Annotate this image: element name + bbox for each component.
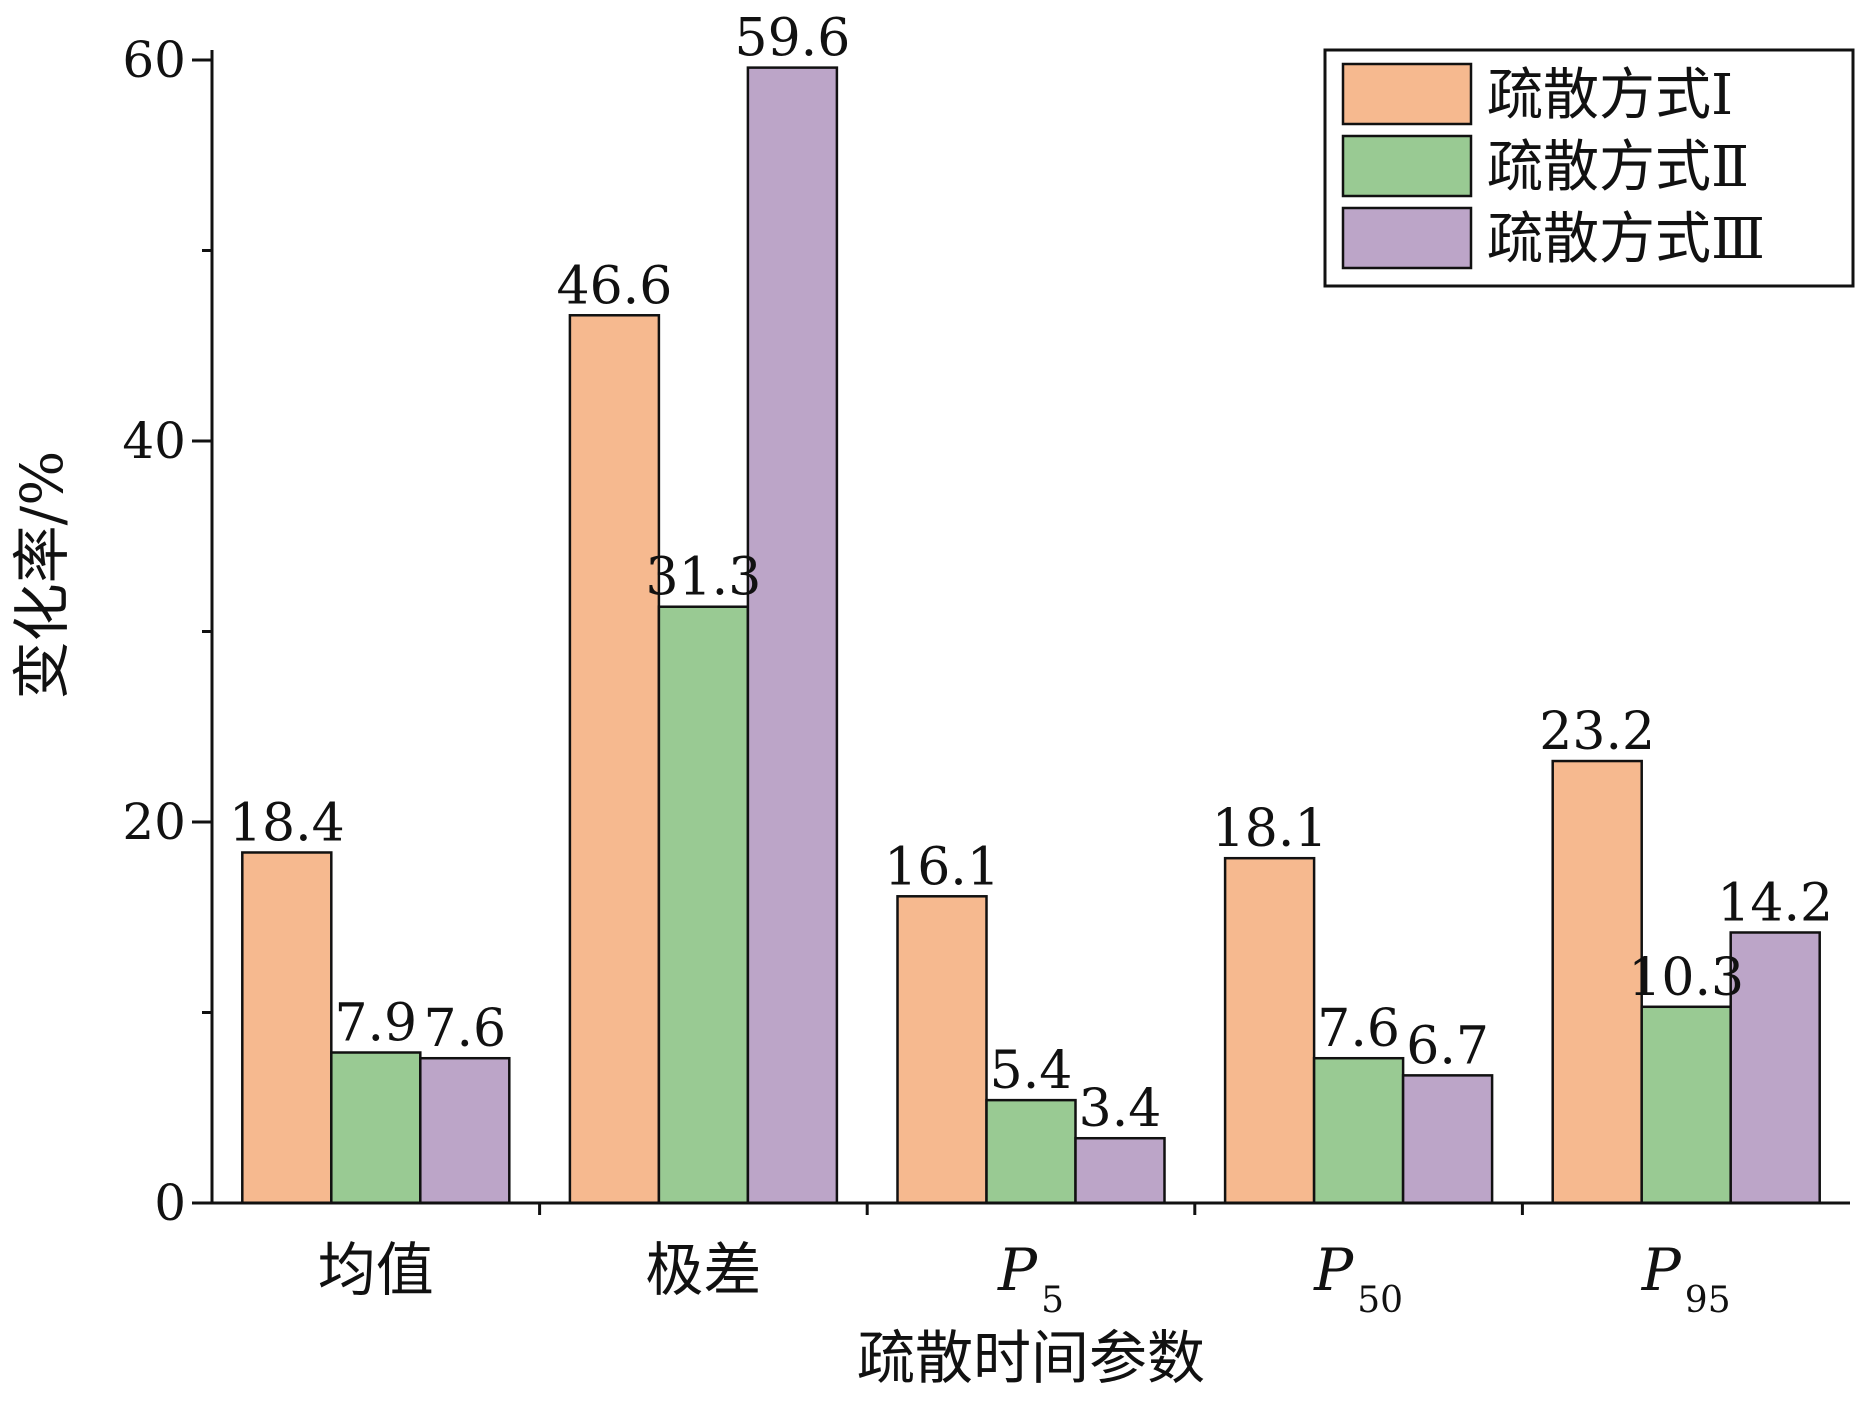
x-category-subscript: 95 xyxy=(1685,1280,1731,1321)
data-label-series3-cat4: 6.7 xyxy=(1406,1016,1489,1076)
y-tick-label: 60 xyxy=(122,31,186,89)
bar-series2-cat5 xyxy=(1640,1005,1732,1205)
legend: 疏散方式Ⅰ 疏散方式Ⅱ 疏散方式Ⅲ xyxy=(1323,48,1855,288)
x-category-label: 均值 xyxy=(318,1236,434,1304)
data-label-series3-cat2: 59.6 xyxy=(735,9,851,69)
data-label-series2-cat3: 5.4 xyxy=(990,1041,1073,1101)
data-label-series1-cat3: 16.1 xyxy=(884,837,1000,897)
x-category-label: P 50 xyxy=(1313,1236,1403,1321)
x-category-main: P xyxy=(1641,1236,1682,1304)
x-axis-title: 疏散时间参数 xyxy=(857,1324,1205,1392)
data-label-series2-cat5: 10.3 xyxy=(1628,948,1744,1008)
bar-series1-cat3 xyxy=(896,895,988,1205)
data-label-series3-cat5: 14.2 xyxy=(1717,873,1833,933)
data-label-series1-cat2: 46.6 xyxy=(557,256,673,316)
x-category-main: P xyxy=(997,1236,1038,1304)
bar-series3-cat4 xyxy=(1401,1074,1494,1205)
x-category-label: 极差 xyxy=(645,1236,761,1304)
x-category-main: P xyxy=(1313,1236,1354,1304)
bar-series2-cat1 xyxy=(330,1051,422,1205)
data-label-series1-cat4: 18.1 xyxy=(1212,799,1328,859)
data-label-series2-cat4: 7.6 xyxy=(1317,999,1400,1059)
bar-series3-cat1 xyxy=(419,1056,511,1205)
legend-swatch-series3 xyxy=(1341,206,1473,270)
data-label-series3-cat1: 7.6 xyxy=(423,999,506,1059)
x-category-subscript: 5 xyxy=(1041,1280,1064,1321)
data-labels-layer: 18.47.9 7.646.631.359.616.15.43.418.17.6 6… xyxy=(229,9,1833,1140)
bar-series1-cat1 xyxy=(241,851,333,1205)
x-category-subscript: 50 xyxy=(1357,1280,1403,1321)
bar-series3-cat3 xyxy=(1074,1136,1166,1205)
data-label-series2-cat2: 31.3 xyxy=(646,548,762,608)
data-label-series1-cat5: 23.2 xyxy=(1539,702,1655,762)
bar-series2-cat2 xyxy=(657,605,750,1205)
legend-label-series3: 疏散方式Ⅲ xyxy=(1487,207,1765,272)
y-tick-label: 0 xyxy=(154,1174,186,1232)
bar-series1-cat2 xyxy=(568,314,661,1205)
bar-series2-cat3 xyxy=(985,1098,1077,1205)
y-tick-label: 20 xyxy=(122,793,186,851)
data-label-series2-cat1: 7.9 xyxy=(334,994,417,1054)
x-category-main: 均值 xyxy=(318,1236,434,1304)
x-category-main: 极差 xyxy=(645,1236,761,1304)
y-axis-title: 变化率/% xyxy=(8,451,76,700)
data-label-series3-cat3: 3.4 xyxy=(1079,1079,1162,1139)
legend-label-series2: 疏散方式Ⅱ xyxy=(1487,135,1749,200)
bar-series1-cat4 xyxy=(1223,856,1316,1205)
data-label-series1-cat1: 18.4 xyxy=(229,793,345,853)
legend-swatch-series1 xyxy=(1341,62,1473,126)
bar-series3-cat2 xyxy=(746,66,839,1205)
legend-swatch-series2 xyxy=(1341,134,1473,198)
bar-series2-cat4 xyxy=(1312,1056,1405,1205)
bars-layer xyxy=(241,66,1821,1205)
legend-label-series1: 疏散方式Ⅰ xyxy=(1487,63,1733,128)
x-category-label: P 95 xyxy=(1641,1236,1731,1321)
y-tick-label: 40 xyxy=(122,412,186,470)
